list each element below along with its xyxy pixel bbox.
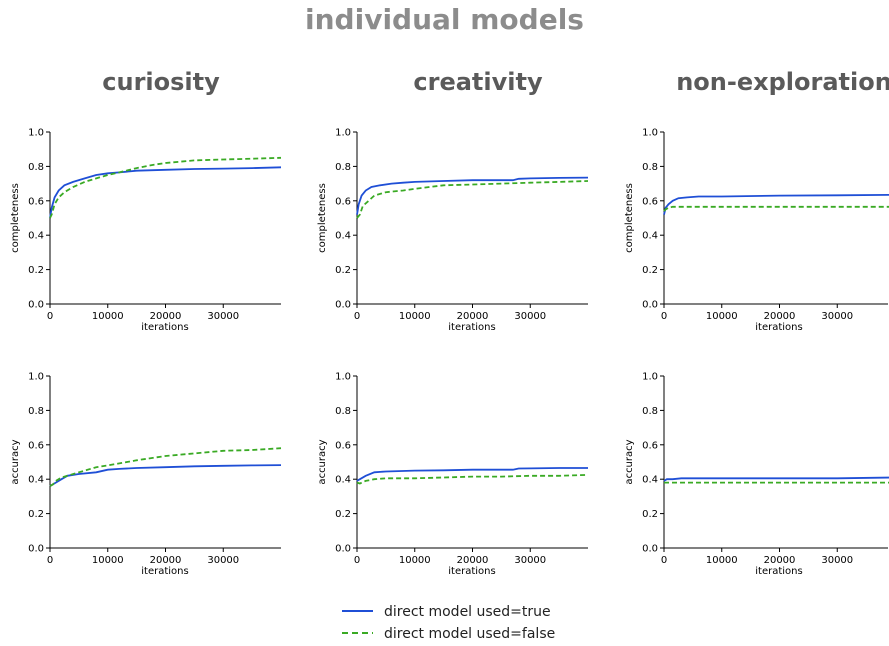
x-tick-label: 0 <box>354 311 360 322</box>
y-tick-label: 0.6 <box>28 440 44 451</box>
y-tick-label: 0.2 <box>335 509 351 520</box>
series-line-direct-model-false <box>356 180 589 219</box>
series-line-direct-model-true <box>356 176 589 215</box>
x-tick-label: 10000 <box>706 311 738 322</box>
x-tick-label: 10000 <box>706 555 738 566</box>
x-tick-label: 0 <box>661 555 667 566</box>
x-tick-label: 0 <box>354 555 360 566</box>
x-tick-label: 10000 <box>399 555 431 566</box>
y-axis-label: accuracy <box>10 439 21 484</box>
y-tick-label: 0.8 <box>335 162 351 173</box>
y-tick-label: 0.6 <box>642 440 658 451</box>
y-tick-label: 1.0 <box>28 128 44 139</box>
x-tick-label: 20000 <box>150 311 182 322</box>
y-tick-label: 0.4 <box>335 231 351 242</box>
x-tick-label: 20000 <box>457 311 489 322</box>
y-tick-label: 0.8 <box>28 162 44 173</box>
series-line-direct-model-true <box>663 476 889 482</box>
x-tick-label: 10000 <box>92 555 124 566</box>
chart-panel-creativity-accuracy: 0.0 0.2 0.4 0.6 0.8 1.0 0 10000 20000 30000 iterat… <box>317 372 589 577</box>
y-tick-label: 0.2 <box>28 265 44 276</box>
legend-label: direct model used=false <box>384 626 555 642</box>
x-tick-label: 20000 <box>764 311 796 322</box>
y-axis-label: completeness <box>10 183 21 253</box>
series-line-direct-model-false <box>356 474 589 485</box>
y-tick-label: 0.2 <box>28 509 44 520</box>
y-tick-label: 0.6 <box>335 196 351 207</box>
y-tick-label: 0.8 <box>642 162 658 173</box>
y-tick-label: 0.0 <box>335 300 351 311</box>
y-axis-label: completeness <box>317 183 328 253</box>
x-axis-label: iterations <box>448 322 495 333</box>
x-axis-label: iterations <box>755 566 802 577</box>
x-axis-label: iterations <box>448 566 495 577</box>
column-title-non-exploration: non-exploration <box>676 68 889 96</box>
figure-title: individual models <box>305 3 584 36</box>
y-axis-label: accuracy <box>317 439 328 484</box>
x-tick-label: 20000 <box>764 555 796 566</box>
x-tick-label: 10000 <box>92 311 124 322</box>
y-tick-label: 0.8 <box>642 406 658 417</box>
y-tick-label: 0.8 <box>28 406 44 417</box>
series-line-direct-model-true <box>356 467 588 482</box>
y-tick-label: 1.0 <box>335 128 351 139</box>
y-tick-label: 1.0 <box>642 372 658 383</box>
series-line-direct-model-false <box>49 447 282 487</box>
series-line-direct-model-false <box>49 156 282 219</box>
x-axis-label: iterations <box>755 322 802 333</box>
x-tick-label: 30000 <box>207 311 239 322</box>
y-tick-label: 0.6 <box>335 440 351 451</box>
y-axis-label: completeness <box>624 183 635 253</box>
x-tick-label: 0 <box>47 311 53 322</box>
chart-panel-non-exploration-accuracy: 0.0 0.2 0.4 0.6 0.8 1.0 0 10000 20000 30000 iterat… <box>624 372 889 577</box>
y-tick-label: 1.0 <box>642 128 658 139</box>
y-tick-label: 0.4 <box>642 475 658 486</box>
x-axis-label: iterations <box>141 322 188 333</box>
chart-panel-non-exploration-completeness: 0.0 0.2 0.4 0.6 0.8 1.0 0 10000 20000 30000 iterat… <box>624 128 889 333</box>
y-tick-label: 0.2 <box>335 265 351 276</box>
y-tick-label: 0.2 <box>642 509 658 520</box>
y-tick-label: 0.4 <box>335 475 351 486</box>
x-tick-label: 0 <box>47 555 53 566</box>
chart-panel-curiosity-completeness: 0.0 0.2 0.4 0.6 0.8 1.0 0 10000 20000 30000 iterat… <box>10 128 282 333</box>
x-tick-label: 30000 <box>514 555 546 566</box>
y-tick-label: 0.0 <box>28 544 44 555</box>
column-title-creativity: creativity <box>413 68 543 96</box>
y-tick-label: 0.0 <box>335 544 351 555</box>
series-line-direct-model-false <box>663 205 889 212</box>
y-axis-label: accuracy <box>624 439 635 484</box>
legend-label: direct model used=true <box>384 604 551 620</box>
chart-panel-curiosity-accuracy: 0.0 0.2 0.4 0.6 0.8 1.0 0 10000 20000 30000 iterat… <box>10 372 282 577</box>
y-tick-label: 0.4 <box>642 231 658 242</box>
y-tick-label: 0.6 <box>28 196 44 207</box>
x-tick-label: 20000 <box>150 555 182 566</box>
y-tick-label: 0.4 <box>28 231 44 242</box>
x-tick-label: 20000 <box>457 555 489 566</box>
column-title-curiosity: curiosity <box>102 68 220 96</box>
y-tick-label: 0.4 <box>28 475 44 486</box>
x-tick-label: 30000 <box>821 555 853 566</box>
y-tick-label: 0.8 <box>335 406 351 417</box>
x-tick-label: 30000 <box>514 311 546 322</box>
x-tick-label: 10000 <box>399 311 431 322</box>
chart-panel-creativity-completeness: 0.0 0.2 0.4 0.6 0.8 1.0 0 10000 20000 30000 iterat… <box>317 128 589 333</box>
y-tick-label: 1.0 <box>28 372 44 383</box>
y-tick-label: 0.0 <box>642 300 658 311</box>
x-tick-label: 30000 <box>207 555 239 566</box>
x-tick-label: 0 <box>661 311 667 322</box>
series-line-direct-model-true <box>49 166 282 219</box>
y-tick-label: 0.0 <box>28 300 44 311</box>
legend: direct model used=true direct model used=… <box>342 604 555 642</box>
series-line-direct-model-true <box>49 464 282 487</box>
series-line-direct-model-true <box>663 193 889 215</box>
y-tick-label: 0.2 <box>642 265 658 276</box>
y-tick-label: 0.6 <box>642 196 658 207</box>
x-axis-label: iterations <box>141 566 188 577</box>
y-tick-label: 0.0 <box>642 544 658 555</box>
y-tick-label: 1.0 <box>335 372 351 383</box>
x-tick-label: 30000 <box>821 311 853 322</box>
